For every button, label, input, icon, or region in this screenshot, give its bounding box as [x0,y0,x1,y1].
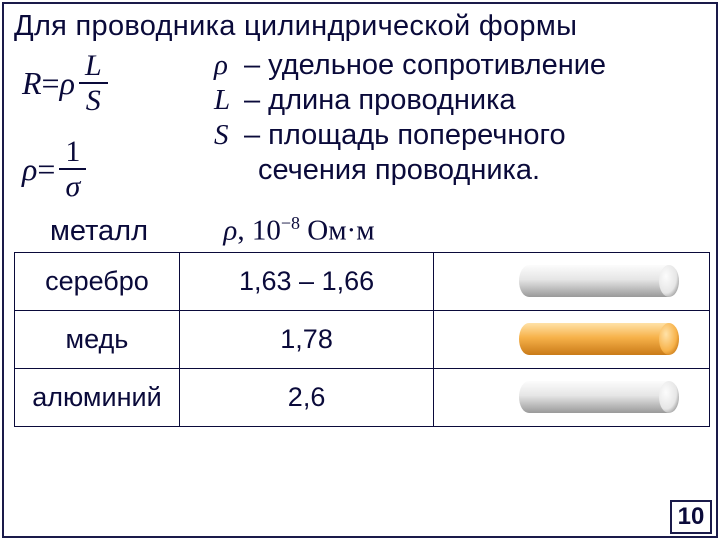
formula-r: R = ρ L S [22,49,194,117]
upper-section: R = ρ L S ρ = 1 σ ρ – удельное с [14,49,706,203]
cell-cylinder [434,252,710,310]
table-row: алюминий2,6 [15,368,710,426]
resistivity-table: серебро1,63 – 1,66 медь1,78 [14,252,710,427]
th-rho-main: , 10 [237,215,281,247]
formula-rho: ρ = 1 σ [22,135,194,203]
th-rho-exp: −8 [281,213,300,233]
page-number: 10 [670,500,712,534]
page-title: Для проводника цилиндрической формы [14,10,706,43]
cylinder-wrap [434,263,709,299]
cell-metal: серебро [15,252,180,310]
cell-value: 2,6 [179,368,433,426]
frac-den-sigma: σ [60,170,87,203]
def-s: S – площадь поперечного [214,119,706,152]
cell-metal: алюминий [15,368,180,426]
frac-den-s: S [80,84,107,117]
cell-cylinder [434,310,710,368]
th-rho: ρ, 10−8 Ом·м [174,213,424,248]
def-rho: ρ – удельное сопротивление [214,49,706,82]
cell-value: 1,63 – 1,66 [179,252,433,310]
cylinder-wrap [434,321,709,357]
sym-eq1: = [42,65,60,102]
def-l-sym: L [214,84,244,117]
def-l-text: – длина проводника [244,84,516,117]
table-row: серебро1,63 – 1,66 [15,252,710,310]
def-s-sym: S [214,119,244,152]
sym-rho2: ρ [22,151,37,188]
sym-eq2: = [37,151,55,188]
def-rho-text: – удельное сопротивление [244,49,606,82]
th-metal: металл [24,215,174,248]
cell-value: 1,78 [179,310,433,368]
def-l: L – длина проводника [214,84,706,117]
th-rho-suffix: Ом·м [300,215,375,247]
frac-l-over-s: L S [79,49,108,117]
def-s-text: – площадь поперечного [244,119,566,152]
cylinder-icon [519,379,679,415]
frac-1-over-sigma: 1 σ [59,135,86,203]
cylinder-wrap [434,379,709,415]
table-row: медь1,78 [15,310,710,368]
cell-cylinder [434,368,710,426]
def-s-cont: сечения проводника. [214,154,706,187]
table-header: металл ρ, 10−8 Ом·м [14,213,706,248]
th-rho-sym: ρ [223,215,237,247]
formulas-block: R = ρ L S ρ = 1 σ [14,49,194,203]
cell-metal: медь [15,310,180,368]
def-rho-sym: ρ [214,49,244,82]
frac-num-1: 1 [59,135,86,170]
definitions-block: ρ – удельное сопротивление L – длина про… [214,49,706,203]
frac-num-l: L [79,49,108,84]
cylinder-icon [519,321,679,357]
sym-rho: ρ [60,65,75,102]
cylinder-icon [519,263,679,299]
sym-r: R [22,65,42,102]
